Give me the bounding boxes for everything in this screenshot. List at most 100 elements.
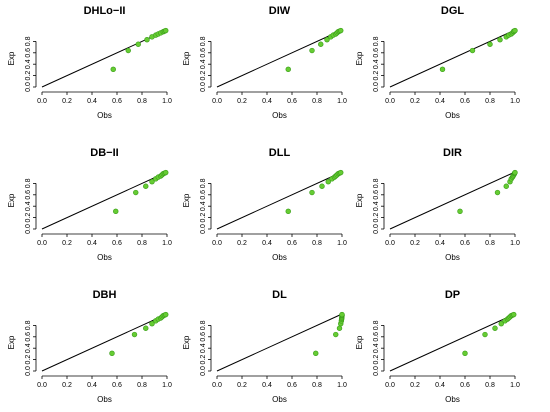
data-point xyxy=(143,183,149,189)
panel-title: DL xyxy=(272,289,287,301)
x-tick-label: 0.4 xyxy=(87,382,97,389)
y-tick-label: 0.6 xyxy=(200,332,207,342)
y-axis-label: Exp xyxy=(182,51,191,65)
data-point xyxy=(133,189,139,196)
x-tick-label: 1.0 xyxy=(162,382,172,389)
y-tick-label: 0.4 xyxy=(200,343,207,353)
reference-line xyxy=(41,313,168,372)
reference-line xyxy=(216,313,343,372)
x-tick-label: 0.8 xyxy=(312,382,322,389)
y-axis-label: Exp xyxy=(355,193,364,207)
y-tick-label: 0.2 xyxy=(373,355,380,365)
data-point xyxy=(494,189,501,196)
x-tick-label: 0.0 xyxy=(385,240,395,247)
x-tick-label: 0.0 xyxy=(37,240,47,247)
y-tick-label: 0.2 xyxy=(25,213,32,223)
x-tick-label: 1.0 xyxy=(337,98,347,105)
x-tick-label: 0.6 xyxy=(460,98,470,105)
x-tick-label: 0.2 xyxy=(62,240,72,247)
y-tick-label: 0.0 xyxy=(373,224,380,234)
reference-line xyxy=(389,29,516,88)
x-tick-label: 1.0 xyxy=(337,382,347,389)
y-tick-label: 0.0 xyxy=(373,366,380,376)
x-axis-label: Obs xyxy=(445,111,460,120)
y-tick-label: 0.4 xyxy=(373,59,380,69)
x-tick-label: 1.0 xyxy=(510,98,520,105)
x-tick-label: 0.6 xyxy=(287,382,297,389)
x-tick-label: 0.2 xyxy=(410,98,420,105)
y-axis-label: Exp xyxy=(7,51,16,65)
x-tick-label: 0.4 xyxy=(87,98,97,105)
x-tick-label: 0.6 xyxy=(112,98,122,105)
reference-line xyxy=(41,171,168,230)
x-tick-label: 0.8 xyxy=(485,98,495,105)
x-tick-label: 0.0 xyxy=(212,240,222,247)
panel-title: DP xyxy=(445,289,460,301)
data-point xyxy=(339,311,345,318)
data-point xyxy=(131,331,138,338)
x-tick-label: 0.8 xyxy=(137,382,147,389)
x-tick-label: 0.0 xyxy=(37,98,47,105)
reference-line xyxy=(216,171,343,230)
x-tick-label: 0.4 xyxy=(435,382,445,389)
y-tick-label: 0.8 xyxy=(25,36,32,46)
x-tick-label: 0.2 xyxy=(237,240,247,247)
y-axis-label: Exp xyxy=(182,193,191,207)
panel-8: DL0.0 0.2 0.4 0.6 0.8 1.0Obs0.00.20.40.60.8Ex… xyxy=(182,289,347,404)
data-point xyxy=(482,331,488,338)
data-point xyxy=(439,66,446,73)
y-tick-label: 0.8 xyxy=(373,178,380,188)
x-tick-label: 0.8 xyxy=(485,240,495,247)
y-tick-label: 0.0 xyxy=(200,224,207,234)
x-axis-label: Obs xyxy=(445,253,460,262)
y-axis-label: Exp xyxy=(355,335,364,349)
x-axis-label: Obs xyxy=(445,395,460,404)
x-tick-label: 0.6 xyxy=(112,382,122,389)
y-tick-label: 0.4 xyxy=(200,59,207,69)
data-point xyxy=(110,66,116,73)
data-point xyxy=(512,169,518,176)
x-tick-label: 0.2 xyxy=(410,240,420,247)
data-point xyxy=(135,41,141,47)
x-tick-label: 0.2 xyxy=(237,98,247,105)
x-tick-label: 0.8 xyxy=(137,240,147,247)
data-point xyxy=(487,41,493,47)
y-axis-label: Exp xyxy=(182,335,191,349)
data-point xyxy=(109,350,115,357)
data-point xyxy=(163,27,169,34)
x-axis-label: Obs xyxy=(97,395,112,404)
y-tick-label: 0.4 xyxy=(373,343,380,353)
data-point xyxy=(309,189,315,196)
panel-title: DLL xyxy=(269,147,291,159)
y-tick-label: 0.6 xyxy=(25,48,32,58)
data-point xyxy=(309,47,315,54)
y-tick-label: 0.8 xyxy=(200,320,207,330)
data-point xyxy=(285,66,291,73)
data-point xyxy=(503,183,509,189)
x-tick-label: 0.4 xyxy=(435,240,445,247)
x-tick-label: 0.2 xyxy=(62,382,72,389)
panel-1: DHLo−II0.0 0.2 0.4 0.6 0.8 1.0Obs0.00.20.40.6… xyxy=(7,5,172,120)
y-tick-label: 0.4 xyxy=(25,59,32,69)
data-point xyxy=(333,331,339,338)
x-tick-label: 0.6 xyxy=(112,240,122,247)
x-tick-label: 0.0 xyxy=(385,98,395,105)
y-tick-label: 0.8 xyxy=(200,36,207,46)
x-tick-label: 0.6 xyxy=(287,240,297,247)
y-tick-label: 0.4 xyxy=(25,343,32,353)
data-point xyxy=(143,325,149,331)
data-point xyxy=(144,36,150,43)
x-tick-label: 0.4 xyxy=(262,240,272,247)
y-tick-label: 0.4 xyxy=(200,201,207,211)
x-tick-label: 0.0 xyxy=(212,382,222,389)
data-point xyxy=(336,325,343,331)
data-point xyxy=(313,350,319,357)
data-point xyxy=(163,311,169,318)
x-axis-label: Obs xyxy=(272,111,287,120)
y-axis-label: Exp xyxy=(355,51,364,65)
